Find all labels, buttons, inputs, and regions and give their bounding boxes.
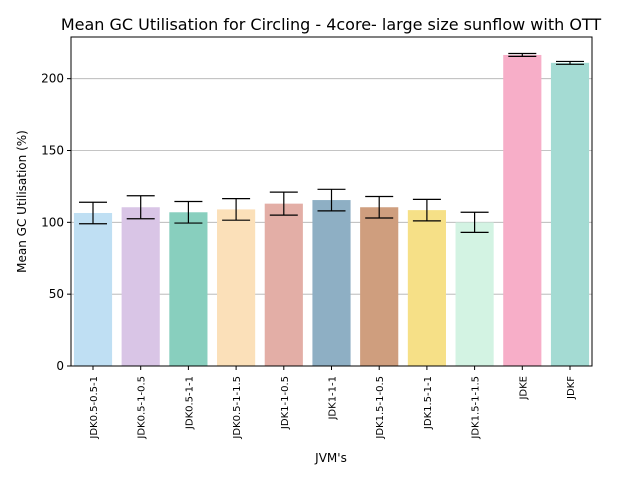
bar-JDKF — [550, 62, 590, 367]
x-tick-label: JDK1.5-1-1.5 — [471, 376, 482, 440]
bar-JDK0.5-1-1.5 — [217, 209, 256, 366]
y-tick-label: 0 — [56, 359, 64, 373]
bar-JDKE — [503, 54, 542, 366]
x-axis-ticks: JDK0.5-0.5-1 JDK0.5-1-0.5 JDK0.5-1-1 JDK0.5… — [89, 366, 577, 440]
x-tick-label: JDK1-1-1 — [328, 376, 339, 421]
x-tick-label: JDK0.5-1-0.5 — [137, 376, 148, 440]
y-tick-label: 100 — [41, 215, 64, 229]
bar-JDK0.5-1-0.5 — [121, 207, 160, 366]
y-tick-label: 200 — [41, 72, 64, 86]
y-axis-ticks: 0 50 100 150 200 — [41, 72, 71, 373]
y-axis-label: Mean GC Utilisation (%) — [15, 130, 29, 273]
chart-title: Mean GC Utilisation for Circling - 4core… — [61, 15, 602, 34]
bar-JDK1-1-1 — [312, 200, 351, 366]
bar-JDK0.5-0.5-1 — [73, 212, 113, 366]
x-tick-label: JDK0.5-1-1.5 — [232, 376, 243, 440]
bar-JDK1-1-0.5 — [264, 203, 303, 366]
x-tick-label: JDK1.5-1-1 — [423, 376, 434, 430]
x-tick-label: JDK0.5-1-1 — [184, 376, 195, 430]
bar-JDK1.5-1-0.5 — [360, 207, 399, 366]
x-tick-label: JDK1-1-0.5 — [280, 376, 291, 430]
error-bars — [79, 52, 584, 233]
bar-JDK1.5-1-1.5 — [455, 222, 494, 366]
x-tick-label: JDKE — [518, 376, 529, 401]
bar-JDK0.5-1-1 — [169, 212, 208, 366]
bars — [73, 54, 590, 367]
x-tick-label: JDKF — [566, 376, 577, 400]
x-tick-label: JDK0.5-0.5-1 — [89, 376, 100, 440]
x-tick-label: JDK1.5-1-0.5 — [375, 376, 386, 440]
bar-JDK1.5-1-1 — [407, 210, 446, 366]
y-tick-label: 50 — [49, 287, 64, 301]
y-tick-label: 150 — [41, 143, 64, 157]
x-axis-label: JVM's — [314, 451, 347, 465]
